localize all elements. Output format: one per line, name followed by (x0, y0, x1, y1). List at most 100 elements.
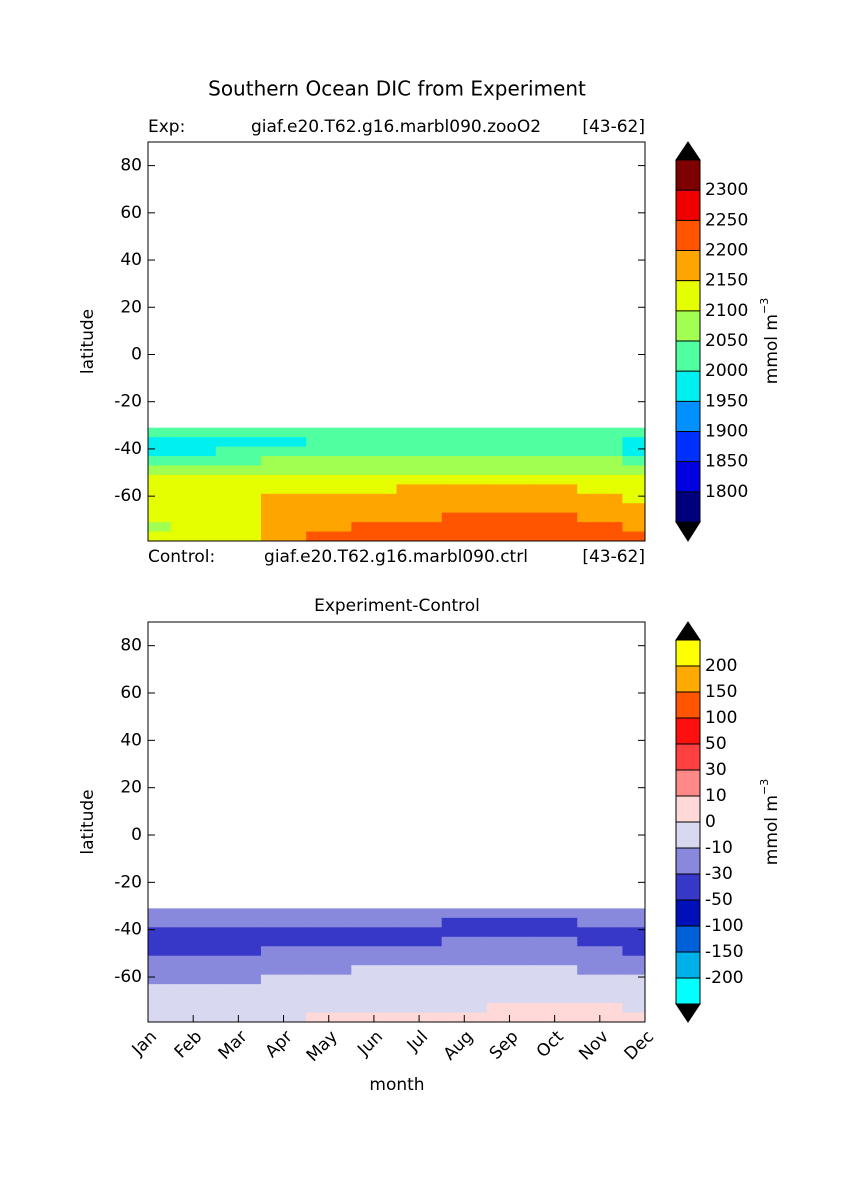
contour-cell (622, 908, 645, 919)
ctrl-years: [43-62] (582, 547, 645, 567)
colorbar-tick-label: 2150 (705, 271, 748, 291)
contour-cell (215, 917, 262, 928)
colorbar-label-base: mmol m (762, 795, 782, 865)
contour-cell (306, 908, 352, 919)
colorbar-segment (676, 401, 700, 432)
contour-cell (622, 927, 645, 938)
contour-cell (577, 512, 624, 523)
contour-cell (532, 484, 578, 495)
contour-cell (148, 965, 172, 976)
contour-cell (396, 493, 443, 504)
contour-cell (532, 965, 578, 976)
contour-cell (170, 474, 217, 485)
colorbar-label-base: mmol m (762, 314, 782, 384)
contour-cell (622, 465, 645, 476)
contour-cell (351, 427, 398, 438)
y-tick-label: 40 (120, 250, 142, 270)
contour-cell (532, 427, 578, 438)
contour-cell (260, 531, 307, 541)
contour-cell (441, 955, 488, 966)
contour-cell (532, 437, 578, 448)
exp-label: Exp: (148, 117, 185, 137)
contour-cell (622, 936, 645, 947)
contour-cell (215, 1003, 262, 1014)
contour-cell (486, 1003, 533, 1014)
contour-cell (215, 503, 262, 514)
contour-cell (215, 465, 262, 476)
contour-cell (486, 512, 533, 523)
contour-cell (351, 484, 398, 495)
contour-cell (486, 927, 533, 938)
y-tick-label: 20 (120, 297, 142, 317)
contour-cell (306, 456, 352, 467)
colorbar-tick-label: -200 (705, 968, 744, 988)
contour-cell (148, 456, 172, 467)
contour-cell (486, 974, 533, 985)
contour-cell (532, 474, 578, 485)
contour-cell (306, 531, 352, 541)
colorbar-segment (676, 718, 700, 745)
contour-cell (486, 427, 533, 438)
contour-cell (486, 993, 533, 1004)
y-tick-label: 80 (120, 156, 142, 176)
contour-cell (215, 474, 262, 485)
contour-cell (532, 984, 578, 995)
contour-cell (532, 946, 578, 957)
colorbar-tick-label: -50 (705, 890, 733, 910)
contour-cell (441, 993, 488, 1004)
contour-cell (577, 484, 624, 495)
contour-cell (148, 493, 172, 504)
contour-cell (306, 503, 352, 514)
contour-cell (532, 465, 578, 476)
y-tick-label: 40 (120, 730, 142, 750)
contour-cell (260, 955, 307, 966)
colorbar-segment (676, 926, 700, 953)
contour-cell (148, 917, 172, 928)
contour-cell (148, 427, 172, 438)
contour-cell (577, 456, 624, 467)
colorbar-tick-label: 30 (705, 760, 727, 780)
contour-cell (170, 936, 217, 947)
panel-title: Experiment-Control (314, 596, 480, 616)
colorbar-tick-label: 1950 (705, 391, 748, 411)
colorbar-segment (676, 822, 700, 849)
contour-cell (396, 974, 443, 985)
contour-cell (396, 946, 443, 957)
contour-cell (486, 456, 533, 467)
contour-cell (260, 974, 307, 985)
contour-cell (396, 1003, 443, 1014)
contour-cell (396, 484, 443, 495)
contour-cell (260, 437, 307, 448)
contour-cell (441, 936, 488, 947)
contour-cell (396, 465, 443, 476)
y-tick-label: -20 (114, 392, 142, 412)
contour-cell (351, 456, 398, 467)
contour-cell (148, 927, 172, 938)
contour-cell (532, 908, 578, 919)
contour-cell (306, 984, 352, 995)
colorbar-segment (676, 692, 700, 719)
contour-cell (170, 522, 217, 533)
contour-cell (486, 946, 533, 957)
contour-cell (351, 531, 398, 541)
contour-cell (170, 493, 217, 504)
contour-cell (351, 927, 398, 938)
colorbar-segment (676, 371, 700, 402)
colorbar-tick-label: 2100 (705, 301, 748, 321)
contour-cell (441, 908, 488, 919)
contour-cell (215, 522, 262, 533)
contour-cell (351, 955, 398, 966)
contour-cell (170, 484, 217, 495)
contour-cell (486, 465, 533, 476)
colorbar-tick-label: 2200 (705, 241, 748, 261)
contour-cell (486, 522, 533, 533)
contour-cell (260, 474, 307, 485)
contour-cell (306, 927, 352, 938)
colorbar-segment (676, 310, 700, 342)
contour-cell (351, 946, 398, 957)
y-tick-label: 60 (120, 203, 142, 223)
contour-cell (441, 512, 488, 523)
contour-cell (215, 946, 262, 957)
contour-cell (577, 531, 624, 541)
